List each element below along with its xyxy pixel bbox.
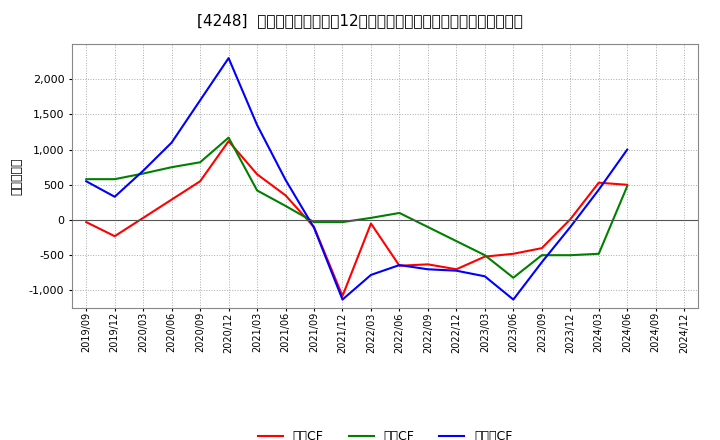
フリーCF — [225, 55, 233, 61]
投資CF — [452, 238, 461, 244]
投資CF — [310, 220, 318, 225]
フリーCF — [139, 168, 148, 173]
フリーCF — [310, 225, 318, 231]
投資CF — [509, 275, 518, 280]
営業CF — [282, 193, 290, 198]
投資CF — [566, 253, 575, 258]
営業CF — [395, 263, 404, 268]
営業CF — [196, 179, 204, 184]
フリーCF — [110, 194, 119, 199]
営業CF — [82, 220, 91, 225]
Text: [4248]  キャッシュフローの12か月移動合計の対前年同期増減額の推移: [4248] キャッシュフローの12か月移動合計の対前年同期増減額の推移 — [197, 13, 523, 28]
営業CF — [225, 139, 233, 144]
営業CF — [310, 224, 318, 230]
Legend: 営業CF, 投資CF, フリーCF: 営業CF, 投資CF, フリーCF — [253, 425, 518, 440]
営業CF — [253, 172, 261, 177]
営業CF — [623, 182, 631, 187]
フリーCF — [509, 297, 518, 302]
フリーCF — [480, 274, 489, 279]
投資CF — [225, 135, 233, 140]
投資CF — [338, 220, 347, 225]
Y-axis label: （百万円）: （百万円） — [10, 157, 23, 195]
営業CF — [366, 221, 375, 226]
フリーCF — [623, 147, 631, 152]
フリーCF — [338, 297, 347, 302]
営業CF — [110, 234, 119, 239]
フリーCF — [566, 224, 575, 230]
投資CF — [282, 203, 290, 209]
営業CF — [423, 262, 432, 267]
フリーCF — [395, 262, 404, 268]
投資CF — [253, 188, 261, 193]
営業CF — [509, 251, 518, 257]
投資CF — [623, 183, 631, 189]
営業CF — [480, 254, 489, 259]
フリーCF — [452, 268, 461, 273]
フリーCF — [82, 179, 91, 184]
投資CF — [139, 171, 148, 176]
フリーCF — [282, 177, 290, 183]
営業CF — [595, 180, 603, 185]
投資CF — [82, 176, 91, 182]
Line: 投資CF: 投資CF — [86, 138, 627, 278]
フリーCF — [537, 260, 546, 265]
フリーCF — [423, 267, 432, 272]
投資CF — [537, 253, 546, 258]
投資CF — [366, 215, 375, 220]
営業CF — [452, 267, 461, 272]
投資CF — [110, 176, 119, 182]
投資CF — [480, 253, 489, 258]
投資CF — [167, 165, 176, 170]
Line: フリーCF: フリーCF — [86, 58, 627, 300]
フリーCF — [167, 140, 176, 145]
フリーCF — [366, 272, 375, 278]
投資CF — [423, 224, 432, 230]
投資CF — [395, 210, 404, 216]
投資CF — [595, 251, 603, 257]
営業CF — [537, 246, 546, 251]
Line: 営業CF: 営業CF — [86, 141, 627, 296]
フリーCF — [595, 187, 603, 192]
営業CF — [566, 216, 575, 222]
投資CF — [196, 160, 204, 165]
営業CF — [338, 293, 347, 299]
フリーCF — [196, 98, 204, 103]
フリーCF — [253, 122, 261, 128]
